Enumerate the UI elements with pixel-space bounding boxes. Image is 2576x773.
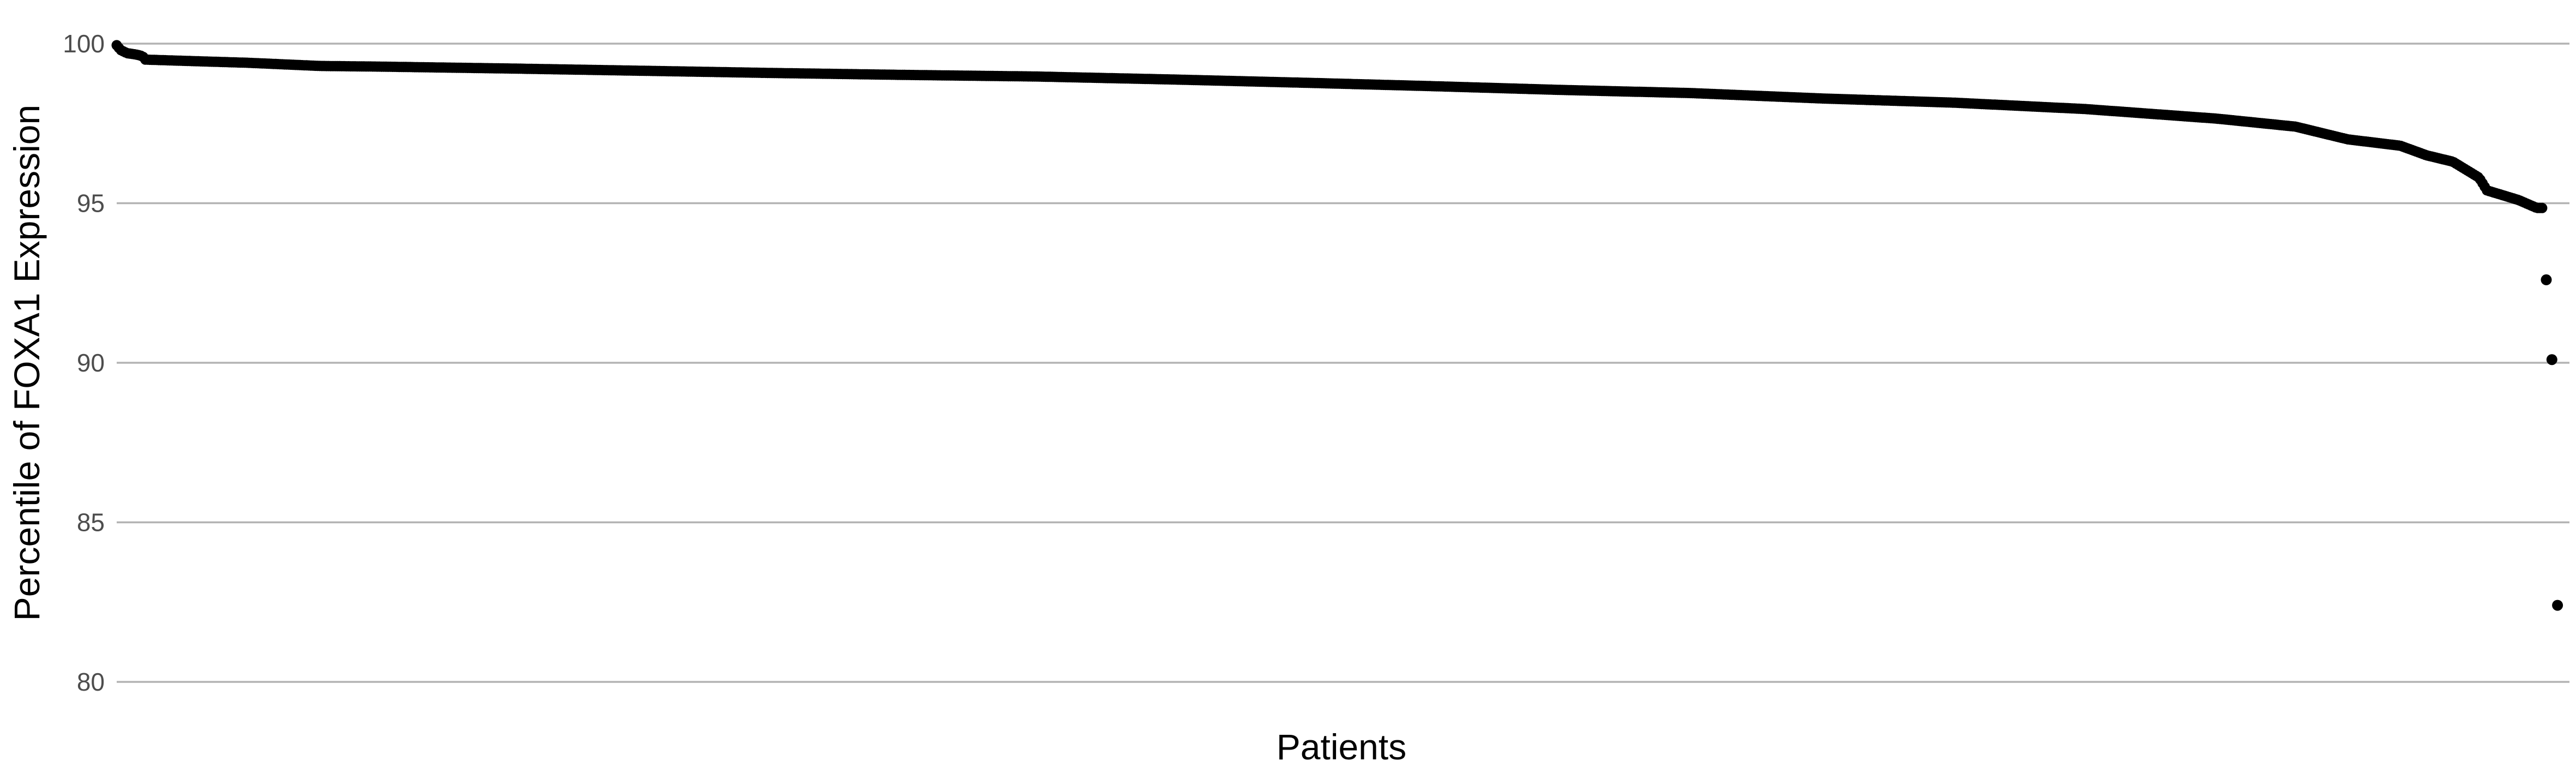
- data-point: [2537, 203, 2547, 213]
- grid-lines: [117, 44, 2569, 682]
- outlier-point-1: [2541, 274, 2552, 285]
- x-axis-title: Patients: [1277, 727, 1406, 767]
- y-tick-label-95: 95: [77, 189, 105, 218]
- y-axis-title: Percentile of FOXA1 Expression: [7, 105, 47, 621]
- y-tick-labels: 100 95 90 85 80: [63, 29, 105, 696]
- y-tick-label-90: 90: [77, 349, 105, 377]
- y-tick-label-85: 85: [77, 508, 105, 537]
- outlier-point-3: [2552, 600, 2563, 611]
- y-tick-label-80: 80: [77, 668, 105, 696]
- y-tick-label-100: 100: [63, 29, 105, 58]
- outlier-point-2: [2547, 354, 2557, 365]
- data-points: [112, 40, 2563, 610]
